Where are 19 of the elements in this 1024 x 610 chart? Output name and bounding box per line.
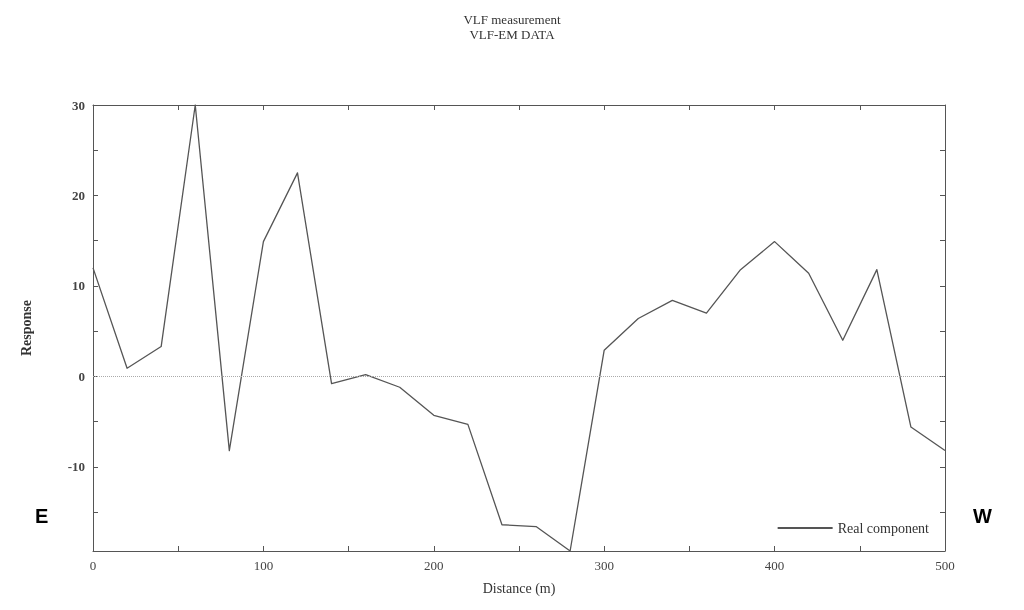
x-tick-label: 400 — [764, 558, 785, 573]
text: E — [35, 505, 49, 527]
legend-label: Real component — [837, 520, 930, 536]
x-tick-label: 500 — [935, 558, 955, 573]
line-series — [92, 104, 946, 552]
y-tick-label: 10 — [72, 278, 85, 294]
x-tick-label: 300 — [594, 558, 614, 573]
x-tick-label: 0 — [89, 558, 97, 573]
y-tick-label: 30 — [72, 97, 85, 113]
chart-subtitle: VLF-EM DATA — [469, 27, 556, 42]
text: W — [973, 505, 993, 527]
chart-title: VLF measurement — [463, 12, 561, 27]
x-axis-title: Distance (m) — [482, 580, 556, 597]
y-tick-label: 0 — [78, 368, 85, 384]
y-axis-title: Response — [18, 299, 34, 357]
y-tick-label: 20 — [72, 187, 85, 203]
x-tick-label: 100 — [253, 558, 274, 573]
y-tick-label: -10 — [67, 459, 85, 475]
x-tick-label: 200 — [424, 558, 444, 573]
